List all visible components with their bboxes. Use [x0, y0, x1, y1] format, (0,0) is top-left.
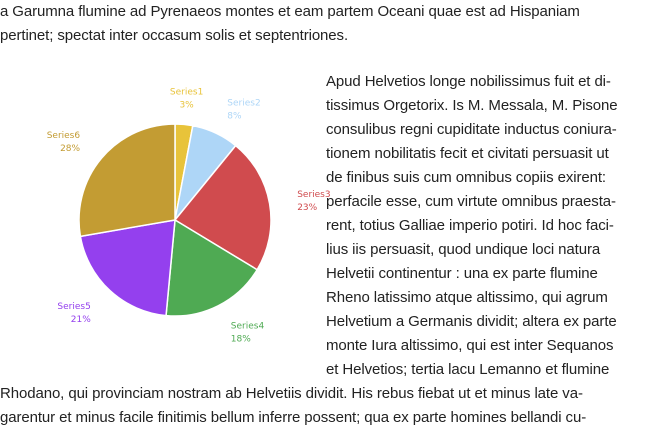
side-text-line-4: tionem nobilitatis fecit et civitati per… — [326, 145, 609, 162]
pie-label-value-series5: 21% — [71, 315, 91, 325]
pie-label-name-series5: Series5 — [57, 302, 90, 312]
side-text-line-1: Apud Helvetios longe nobilissimus fuit e… — [326, 73, 611, 90]
pie-label-name-series2: Series2 — [227, 99, 260, 109]
pie-label-value-series2: 8% — [227, 112, 242, 122]
pie-label-value-series6: 28% — [60, 144, 80, 154]
pie-slice-series3 — [173, 144, 272, 271]
pie-chart: Series1 3% Series2 8% Series3 23% Series4 18% Se… — [47, 88, 331, 345]
side-text-line-11: Helvetium a Germanis dividit; altera ex … — [326, 313, 617, 330]
paragraph-line-top-1: a Garumna flumine ad Pyrenaeos montes et… — [0, 3, 580, 20]
side-text-line-6: perfacile esse, cum virtute omnibus prae… — [326, 193, 616, 210]
pie-slice-series5 — [79, 219, 176, 317]
pie-slice-series4 — [165, 218, 259, 317]
pie-slice-series6 — [78, 123, 176, 238]
paragraph-line-bottom-2: garentur et minus facile finitimis bellu… — [0, 409, 587, 426]
side-text-line-9: Helvetii continentur : una ex parte flum… — [326, 265, 598, 282]
side-text-line-3: consulibus regni cupiditate inductus con… — [326, 121, 617, 138]
pie-label-value-series3: 23% — [297, 203, 317, 213]
pie-label-name-series3: Series3 — [297, 190, 330, 200]
pie-label-name-series4: Series4 — [231, 322, 265, 332]
side-text-line-8: lius iis persuasit, quod undique loci na… — [326, 241, 601, 258]
pie-label-value-series4: 18% — [231, 335, 251, 345]
side-text-line-7: rent, totius Galliae imperio potiri. Id … — [326, 217, 614, 234]
paragraph-line-top-2: pertinet; spectat inter occasum solis et… — [0, 27, 349, 44]
side-text-line-10: Rheno latissimo atque altissimo, qui agr… — [326, 289, 608, 306]
paragraph-line-bottom-1: Rhodano, qui provinciam nostram ab Helve… — [0, 385, 583, 402]
side-text-line-12: monte Iura altissimo, qui est inter Sequ… — [326, 337, 614, 354]
side-text-line-5: de finibus suis cum omnibus copiis exire… — [326, 169, 606, 186]
pie-label-name-series6: Series6 — [47, 131, 81, 141]
side-text-line-2: tissimus Orgetorix. Is M. Messala, M. Pi… — [326, 97, 618, 114]
side-text-line-13: et Helvetios; tertia lacu Lemanno et flu… — [326, 361, 610, 378]
pie-label-name-series1: Series1 — [170, 88, 203, 98]
pie-label-value-series1: 3% — [179, 101, 194, 111]
